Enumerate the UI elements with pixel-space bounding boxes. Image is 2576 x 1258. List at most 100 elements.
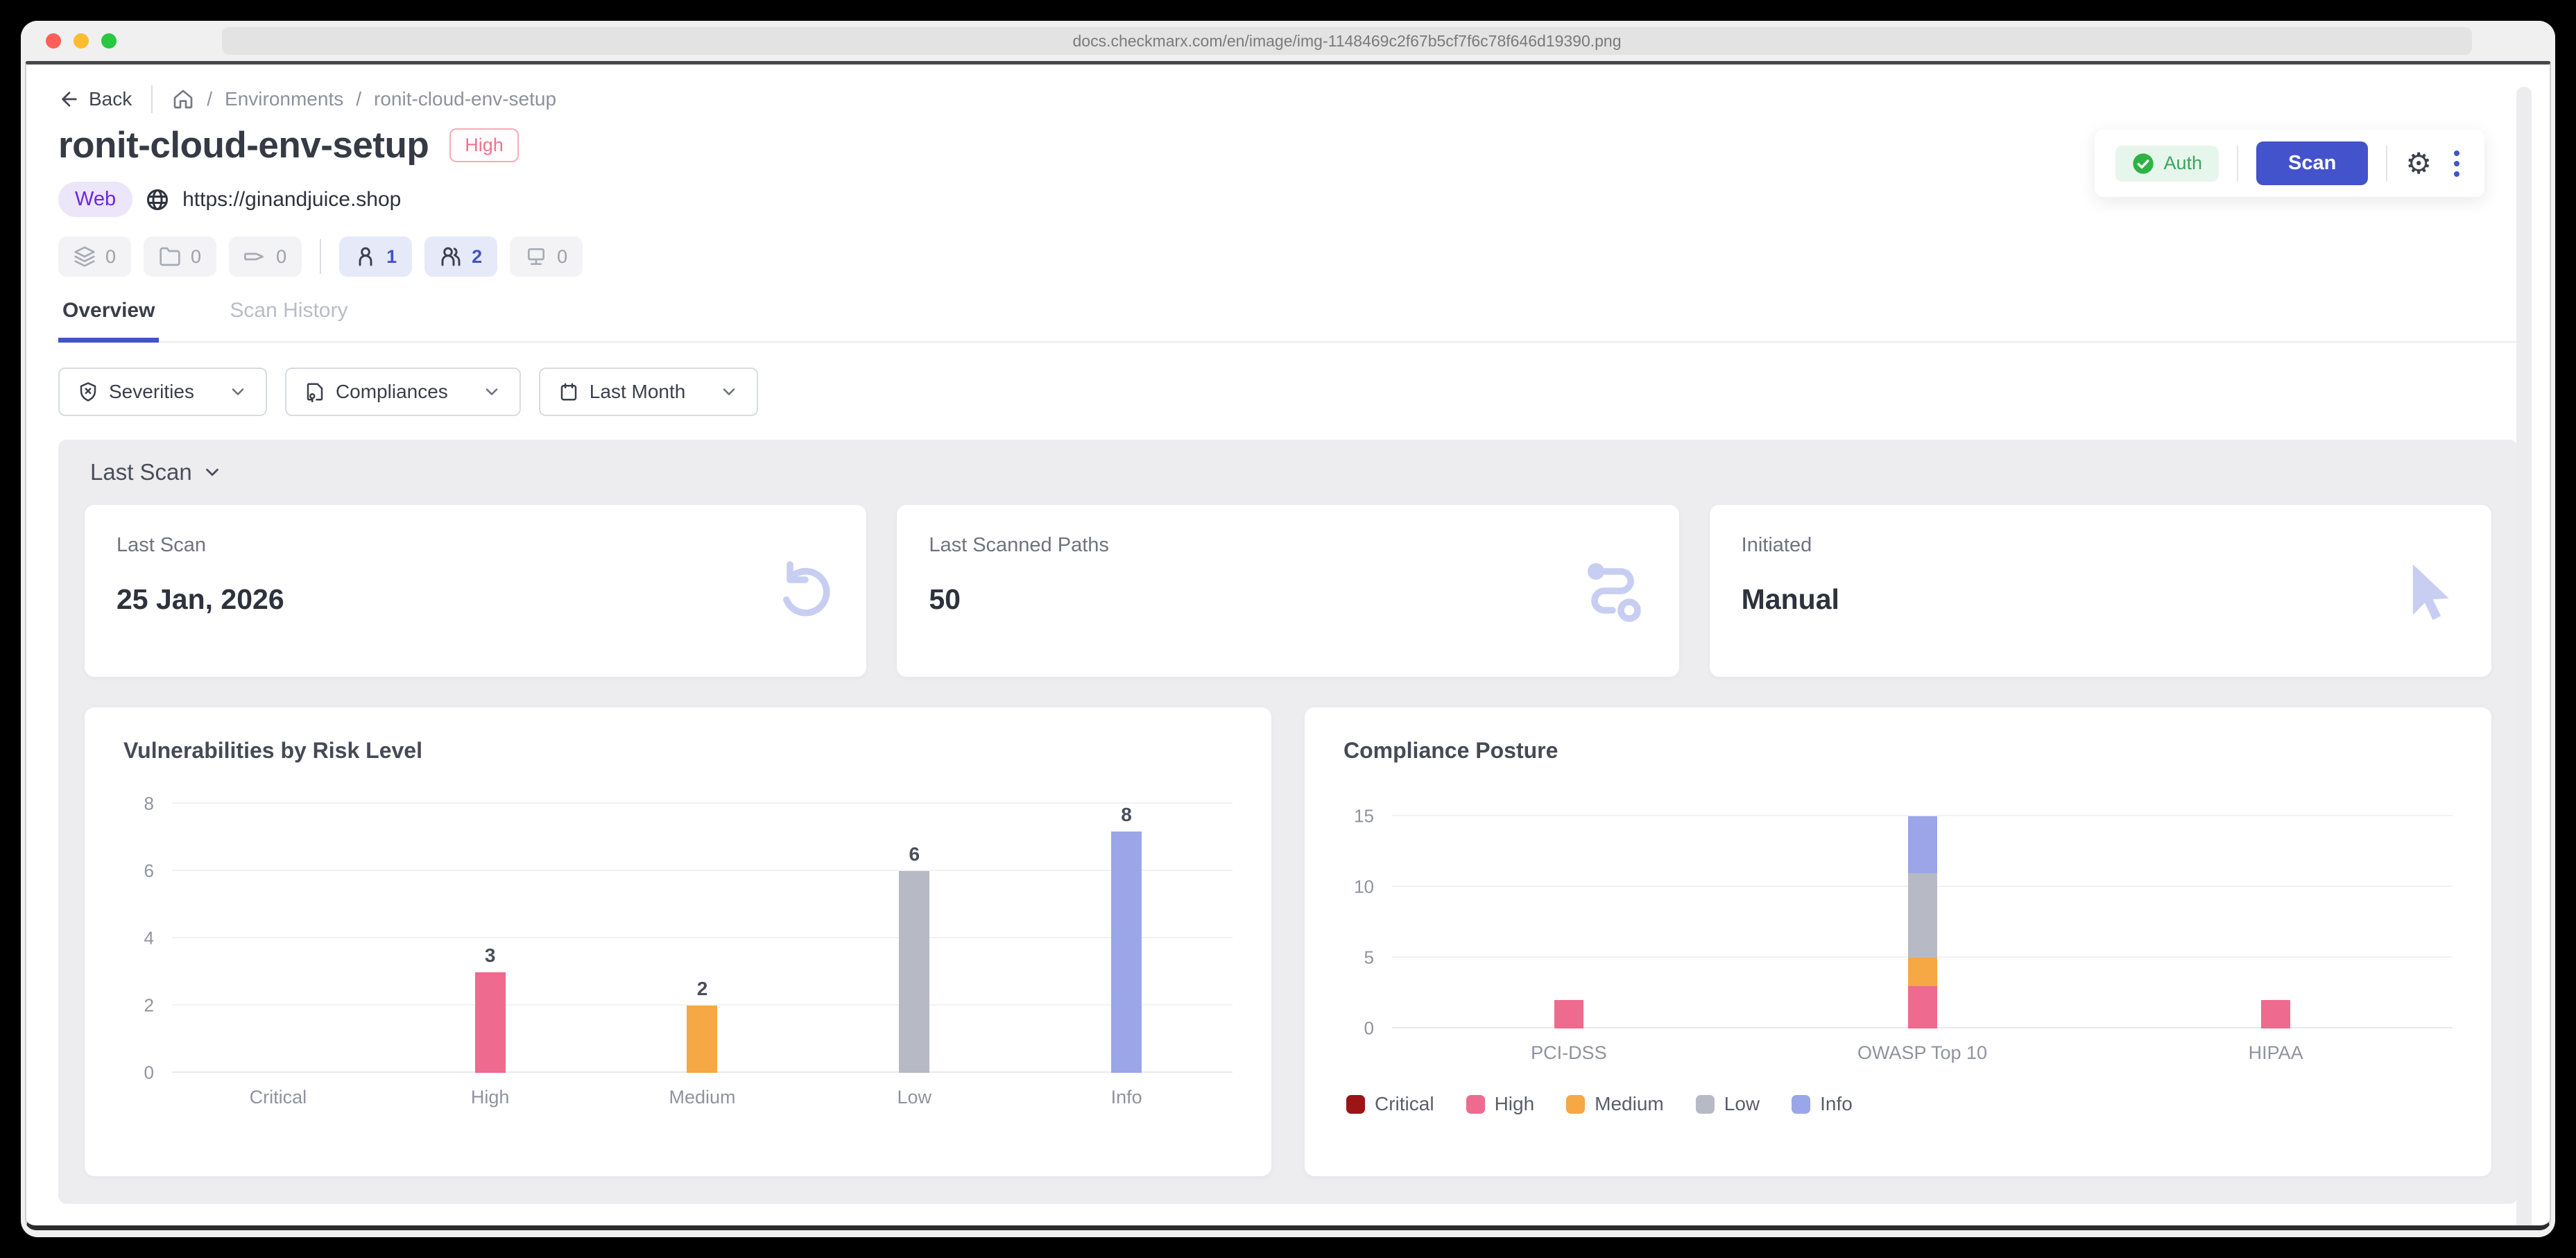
legend-item-info: Info — [1792, 1093, 1853, 1115]
chip-count: 2 — [472, 245, 483, 267]
user-icon — [359, 247, 372, 266]
chart-column-medium: 2 — [596, 804, 809, 1073]
close-button[interactable] — [46, 33, 61, 49]
fullscreen-button[interactable] — [101, 33, 117, 49]
y-axis-tick: 5 — [1364, 947, 1374, 968]
chip-tags[interactable]: 0 — [229, 236, 302, 277]
actions-panel: Auth Scan ⚙ — [2095, 130, 2484, 197]
chevron-down-icon — [205, 468, 218, 476]
chart-column-owasp-top-10 — [1746, 816, 2100, 1028]
chart-column-low: 6 — [808, 804, 1020, 1073]
home-icon[interactable] — [172, 88, 194, 110]
legend-item-high: High — [1466, 1093, 1535, 1115]
back-button[interactable]: Back — [58, 88, 132, 110]
card-value: Manual — [1741, 583, 1839, 615]
legend-label: Critical — [1375, 1093, 1434, 1114]
card-label: Last Scanned Paths — [929, 534, 1109, 556]
title-row: ronit-cloud-env-setup High — [58, 124, 2518, 166]
more-options-kebab-icon[interactable] — [2450, 146, 2464, 181]
card-value: 50 — [929, 583, 961, 615]
bar-info — [1111, 832, 1142, 1073]
chip-count: 0 — [557, 245, 568, 267]
severities-filter[interactable]: Severities — [58, 368, 267, 416]
minimize-button[interactable] — [74, 33, 89, 49]
legend-label: Medium — [1595, 1093, 1664, 1114]
gridline — [172, 802, 1233, 804]
legend-swatch — [1466, 1094, 1485, 1114]
bar-value-label: 6 — [909, 843, 920, 865]
chip-layers[interactable]: 0 — [58, 236, 132, 277]
chart-legend: Critical High Medium Low Info — [1343, 1093, 2453, 1115]
auth-status-badge: Auth — [2115, 145, 2219, 182]
route-icon — [1587, 563, 1641, 622]
y-axis-tick: 4 — [144, 927, 154, 949]
address-bar[interactable]: docs.checkmarx.com/en/image/img-1148469c… — [222, 27, 2472, 55]
tab-overview[interactable]: Overview — [58, 299, 160, 343]
tag-icon — [244, 252, 264, 261]
gridline — [1392, 815, 2453, 816]
risk-badge: High — [449, 128, 519, 162]
breadcrumb-item-environments[interactable]: Environments — [225, 88, 344, 110]
y-axis-tick: 0 — [144, 1062, 154, 1083]
legend-swatch — [1695, 1094, 1715, 1114]
calendar-icon — [560, 383, 577, 401]
chart-title: Compliance Posture — [1343, 738, 1559, 763]
address-bar-url: docs.checkmarx.com/en/image/img-1148469c… — [1072, 31, 1622, 50]
breadcrumb-item-current: ronit-cloud-env-setup — [374, 88, 557, 110]
bar-value-label: 2 — [696, 978, 708, 999]
y-axis-tick: 6 — [144, 860, 154, 881]
chip-folders[interactable]: 0 — [144, 236, 217, 277]
gridline — [172, 1004, 1233, 1006]
chip-owner[interactable]: 1 — [339, 236, 413, 277]
plot-area — [1392, 815, 2453, 1028]
breadcrumb: Back / Environments / ronit-cloud-env-se… — [58, 84, 2518, 114]
card-value: 25 Jan, 2026 — [117, 583, 284, 615]
bar-value-label: 3 — [484, 944, 496, 966]
chips-divider — [320, 239, 322, 274]
y-axis: 0 5 10 15 — [1343, 806, 1392, 1039]
globe-icon — [147, 189, 169, 210]
counters-row: 0 0 0 1 2 — [58, 236, 2518, 277]
time-range-filter[interactable]: Last Month — [538, 368, 759, 416]
x-axis-label: HIPAA — [2248, 1042, 2303, 1063]
tab-scan-history[interactable]: Scan History — [230, 299, 348, 322]
plot-area: 3 2 6 8 — [172, 802, 1233, 1073]
card-label: Initiated — [1741, 534, 1812, 556]
target-url[interactable]: https://ginandjuice.shop — [182, 187, 402, 211]
plot-columns — [1392, 816, 2453, 1028]
compliance-chart-card: Compliance Posture 0 5 10 15 PCI-DSS OWASP T… — [1305, 707, 2491, 1176]
cursor-icon — [2412, 564, 2449, 621]
compliances-filter[interactable]: Compliances — [284, 368, 521, 416]
y-axis-tick: 15 — [1354, 805, 1374, 827]
tabs: Overview Scan History — [58, 299, 2518, 343]
chip-network[interactable]: 0 — [510, 236, 583, 277]
browser-window: docs.checkmarx.com/en/image/img-1148469c… — [21, 21, 2555, 1237]
chip-members[interactable]: 2 — [424, 236, 498, 277]
legend-label: Low — [1724, 1093, 1760, 1114]
segment-info — [1907, 816, 1937, 873]
breadcrumb-divider — [151, 85, 153, 113]
gridline — [172, 937, 1233, 938]
page-title: ronit-cloud-env-setup — [58, 125, 429, 166]
chart-column-hipaa — [2099, 816, 2453, 1028]
summary-cards: Last Scan 25 Jan, 2026 Last Scanned Path… — [85, 505, 2491, 677]
chip-count: 0 — [191, 245, 202, 267]
x-axis-label: Critical — [249, 1087, 307, 1108]
legend-item-critical: Critical — [1346, 1093, 1434, 1115]
network-icon — [528, 248, 545, 265]
back-label: Back — [89, 88, 132, 110]
breadcrumb-separator: / — [356, 88, 361, 110]
legend-label: High — [1494, 1093, 1535, 1114]
segment-medium — [1907, 958, 1937, 986]
scrollbar[interactable] — [2516, 87, 2532, 1225]
settings-gear-icon[interactable]: ⚙ — [2405, 146, 2432, 180]
chevron-down-icon — [723, 388, 735, 395]
refresh-icon — [783, 561, 830, 617]
scan-button[interactable]: Scan — [2256, 141, 2369, 185]
bar-low — [899, 871, 930, 1073]
chip-count: 1 — [386, 245, 397, 267]
chart-column-critical — [172, 804, 384, 1073]
x-axis-label: Medium — [669, 1087, 736, 1108]
browser-chrome: docs.checkmarx.com/en/image/img-1148469c… — [21, 21, 2555, 61]
scan-selector[interactable]: Last Scan — [85, 440, 2491, 505]
